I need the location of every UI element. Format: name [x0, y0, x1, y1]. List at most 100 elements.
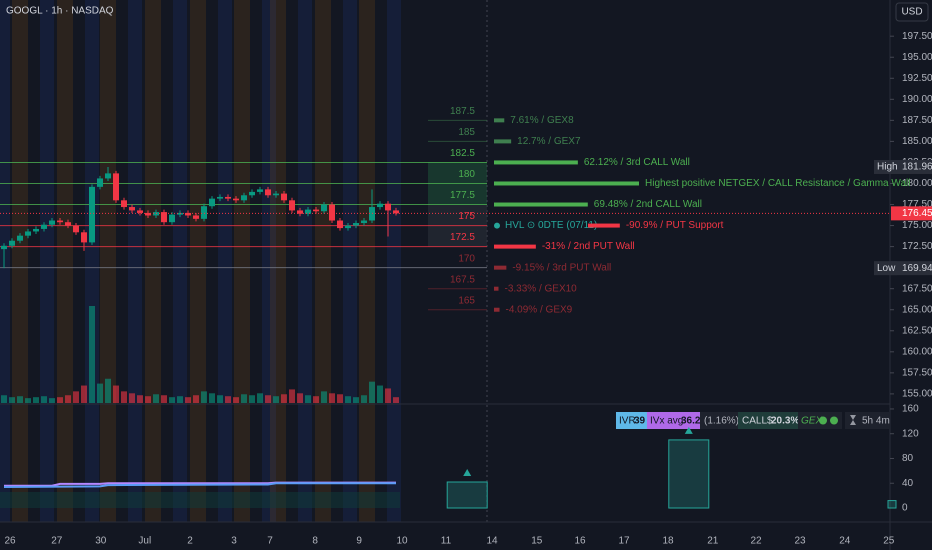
gex-label: -3.33% / GEX10	[504, 283, 577, 294]
badges: IVR 39 IVx avg 36.2 (1.16%) CALL$ 20.3% …	[616, 412, 890, 429]
volume-bar	[321, 391, 327, 403]
ivx-change: (1.16%)	[704, 416, 739, 427]
gex-bar	[494, 286, 499, 291]
volume-bar	[209, 393, 215, 403]
y-tick-label: 175.00	[902, 220, 932, 231]
candle-body	[25, 231, 31, 236]
hvl-dot	[494, 222, 500, 229]
volume-bar	[161, 395, 167, 403]
y-tick-label: 172.50	[902, 241, 932, 252]
session-stripe	[128, 0, 142, 522]
x-tick-label: 10	[396, 536, 408, 547]
session-stripe	[343, 0, 357, 522]
y-tick-label: 180.00	[902, 178, 932, 189]
volume-bar	[137, 395, 143, 403]
gex-label: 62.12% / 3rd CALL Wall	[584, 157, 690, 168]
level-price: 170	[458, 253, 475, 264]
candle-body	[353, 223, 359, 226]
symbol: GOOGL · 1h · NASDAQ	[6, 6, 114, 17]
candle-body	[105, 173, 111, 179]
gex-bar	[494, 244, 536, 249]
price-tag	[891, 159, 932, 174]
gex-bar	[494, 118, 505, 123]
gex-label: -31% / 2nd PUT Wall	[542, 241, 635, 252]
currency-button[interactable]	[895, 2, 929, 22]
gex-bar	[494, 181, 639, 186]
x-tick-label: 24	[839, 536, 851, 547]
candle-body	[273, 193, 279, 196]
candle-body	[281, 193, 287, 201]
x-tick-label: 11	[441, 536, 452, 547]
candle-body	[209, 198, 215, 207]
x-tick-label: 26	[4, 536, 16, 547]
x-tick-label: 23	[794, 536, 806, 547]
signal-triangle	[684, 426, 693, 434]
x-tick-label: 22	[750, 536, 762, 547]
volume-bar	[273, 396, 279, 403]
volume-bar	[217, 395, 223, 403]
candle-body	[201, 206, 207, 219]
volume-bar	[361, 395, 367, 403]
gex-box	[446, 481, 488, 509]
volume-bar	[169, 397, 175, 403]
x-tick-label: 2	[187, 536, 193, 547]
x-tick-label: 25	[883, 536, 895, 547]
candle-body	[113, 173, 119, 201]
candle-body	[257, 189, 263, 192]
candle-body	[241, 195, 247, 201]
calls-value: 20.3%	[771, 416, 799, 427]
price-tag	[891, 206, 932, 221]
gex-dot	[819, 416, 827, 425]
volume-bar	[9, 397, 15, 403]
level-price: 182.5	[450, 148, 475, 159]
level-price: 172.5	[450, 232, 475, 243]
volume-bar	[33, 397, 39, 403]
candle-body	[1, 245, 7, 250]
volume-bar	[81, 385, 87, 403]
candle-body	[33, 228, 39, 232]
ivr-badge	[616, 412, 647, 429]
x-tick-label: 7	[267, 536, 273, 547]
level-price: 187.5	[450, 106, 475, 117]
price-tag-label-bg	[874, 159, 897, 174]
gex-bar	[588, 223, 620, 228]
y-tick-label: 157.50	[902, 367, 932, 378]
volume-bar	[73, 391, 79, 403]
y-tick-label: 167.50	[902, 283, 932, 294]
session-stripe	[315, 0, 331, 522]
y-tick-label: 165.00	[902, 304, 932, 315]
price-tag	[891, 261, 932, 276]
y-tick-label: 160.00	[902, 346, 932, 357]
x-tick-label: 18	[662, 536, 674, 547]
y-tick-label: 40	[902, 478, 914, 489]
y-tick-label: 160	[902, 404, 919, 415]
volume-bar	[281, 394, 287, 403]
volume-bar	[105, 378, 111, 403]
volume-bar	[289, 389, 295, 403]
volume-bar	[297, 393, 303, 403]
volume-bar	[353, 397, 359, 403]
session-stripe	[0, 0, 10, 522]
y-tick-label: 177.50	[902, 199, 932, 210]
ivx-value: 36.2	[681, 416, 701, 427]
y-tick-label: 187.50	[902, 115, 932, 126]
x-tick-label: 30	[95, 536, 107, 547]
y-tick-label: 197.50	[902, 31, 932, 42]
volume-bar	[129, 393, 135, 403]
candle-body	[313, 209, 319, 212]
candle-body	[233, 198, 239, 201]
gex-label: -4.09% / GEX9	[506, 304, 573, 315]
y-tick-label: 190.00	[902, 94, 932, 105]
currency[interactable]: USD	[901, 7, 922, 18]
x-tick-label: 3	[231, 536, 237, 547]
candle-body	[361, 220, 367, 224]
session-stripe	[57, 0, 73, 522]
candle-body	[89, 186, 95, 243]
candle-body	[321, 204, 327, 212]
level-price: 180	[458, 169, 475, 180]
volume-bar	[385, 388, 391, 403]
x-tick-label: 9	[356, 536, 362, 547]
candle-body	[329, 204, 335, 221]
candle-body	[393, 210, 399, 214]
